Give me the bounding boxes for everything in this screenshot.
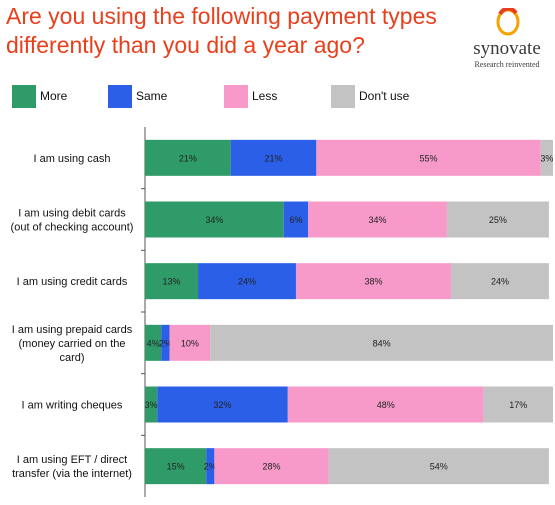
title-line-1: Are you using the following payment type… — [6, 3, 437, 29]
bar-segment-don-t-use — [328, 448, 549, 485]
chart-legend: More Same Less Don't use — [0, 84, 555, 110]
bar-segment-less — [214, 448, 329, 485]
bar-segment-less — [287, 386, 484, 423]
data-label: 24% — [491, 277, 509, 287]
data-label: 3% — [145, 400, 158, 410]
category-label: I am writing cheques — [22, 400, 123, 412]
legend-label: More — [40, 89, 68, 103]
bar-segment-same — [283, 201, 309, 238]
data-label: 24% — [238, 277, 256, 287]
legend-swatch — [224, 85, 248, 108]
bar-segment-less — [316, 139, 541, 176]
logo-name: synovate — [473, 38, 541, 59]
data-label: 21% — [179, 153, 197, 163]
bar-segment-more — [145, 263, 199, 300]
legend-swatch — [331, 85, 355, 108]
title-line-2: differently than you did a year ago? — [6, 32, 365, 58]
data-label: 21% — [265, 153, 283, 163]
data-label: 25% — [489, 215, 507, 225]
bar-segment-same — [161, 324, 170, 361]
category-label: I am using prepaid cards — [12, 324, 133, 336]
bar-segment-same — [198, 263, 296, 300]
bar-segment-don-t-use — [210, 324, 553, 361]
bar-segment-same — [206, 448, 215, 485]
bar-segment-same — [230, 139, 317, 176]
data-label: 34% — [369, 215, 387, 225]
category-label: (out of checking account) — [11, 222, 134, 234]
category-label: I am using credit cards — [17, 276, 128, 288]
bar-segment-less — [308, 201, 447, 238]
category-label: transfer (via the internet) — [12, 468, 132, 480]
legend-label: Don't use — [359, 89, 410, 103]
data-label: 28% — [262, 462, 280, 472]
data-label: 10% — [181, 338, 199, 348]
data-label: 4% — [147, 338, 160, 348]
chart-title: Are you using the following payment type… — [6, 2, 446, 60]
bar-segment-don-t-use — [451, 263, 549, 300]
category-label: I am using cash — [33, 153, 110, 165]
data-label: 54% — [430, 462, 448, 472]
legend-swatch — [12, 85, 36, 108]
data-label: 6% — [289, 215, 302, 225]
bar-segment-more — [145, 324, 162, 361]
legend-swatch — [108, 85, 132, 108]
bar-segment-don-t-use — [483, 386, 553, 423]
data-label: 17% — [509, 400, 527, 410]
bar-segment-more — [145, 139, 231, 176]
data-label: 3% — [540, 153, 553, 163]
bar-segment-more — [145, 386, 158, 423]
data-label: 15% — [167, 462, 185, 472]
bar-segment-same — [157, 386, 288, 423]
data-label: 48% — [377, 400, 395, 410]
legend-label: Same — [136, 89, 168, 103]
data-label: 32% — [214, 400, 232, 410]
bar-segment-don-t-use — [446, 201, 549, 238]
category-label: I am using debit cards — [18, 208, 126, 220]
category-label: (money carried on the — [19, 338, 126, 350]
bar-segment-less — [169, 324, 211, 361]
synovate-logo: synovate Research reinvented — [462, 8, 552, 74]
data-label: 84% — [373, 338, 391, 348]
data-label: 38% — [364, 277, 382, 287]
legend-label: Less — [252, 89, 278, 103]
category-label: I am using EFT / direct — [17, 454, 127, 466]
data-label: 55% — [420, 153, 438, 163]
data-label: 13% — [163, 277, 181, 287]
category-label: card) — [59, 352, 84, 364]
data-label: 2% — [204, 462, 217, 472]
data-label: 34% — [205, 215, 223, 225]
synovate-ring-icon — [496, 8, 520, 36]
data-label: 2% — [159, 338, 172, 348]
logo-tagline: Research reinvented — [474, 60, 540, 69]
bar-segment-don-t-use — [540, 139, 553, 176]
bar-segment-more — [145, 448, 207, 485]
bar-segment-more — [145, 201, 284, 238]
bar-segment-less — [295, 263, 451, 300]
